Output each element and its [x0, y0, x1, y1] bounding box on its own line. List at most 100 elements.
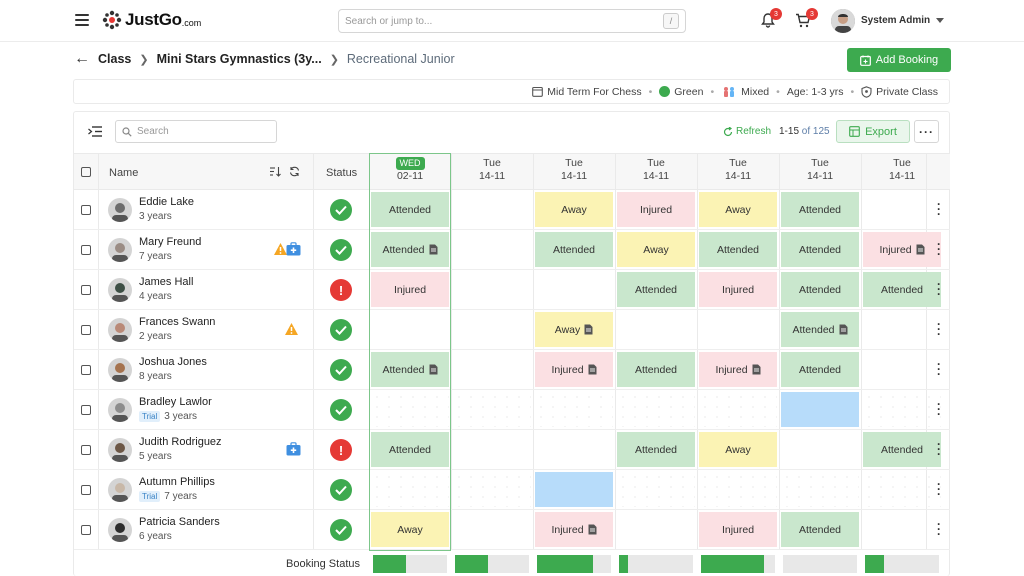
attendance-cell[interactable]: Attended [781, 272, 859, 307]
sync-icon[interactable] [289, 166, 300, 180]
status-alert-icon[interactable]: ! [330, 279, 352, 301]
member-name[interactable]: Patricia Sanders [139, 516, 220, 528]
member-name[interactable]: Judith Rodriguez [139, 436, 222, 448]
row-checkbox[interactable] [81, 405, 91, 415]
attendance-cell[interactable]: Injured [699, 352, 777, 387]
attendance-cell[interactable] [535, 272, 615, 307]
attendance-cell[interactable] [863, 512, 943, 547]
date-column-header[interactable]: Tue 14-11 [616, 157, 696, 183]
attendance-cell[interactable] [453, 512, 533, 547]
row-menu-icon[interactable]: · · · [937, 277, 941, 301]
attendance-cell[interactable] [699, 472, 777, 507]
attendance-cell[interactable] [453, 392, 531, 427]
row-checkbox[interactable] [81, 325, 91, 335]
attendance-cell[interactable]: Attended [371, 432, 449, 467]
attendance-cell[interactable]: Away [371, 512, 449, 547]
row-checkbox[interactable] [81, 285, 91, 295]
attendance-cell[interactable] [781, 392, 859, 427]
menu-icon[interactable] [75, 14, 89, 26]
row-menu-icon[interactable]: · · · [937, 477, 941, 501]
breadcrumb-program[interactable]: Mini Stars Gymnastics (3y... [156, 52, 322, 66]
notifications-button[interactable]: 3 [761, 8, 782, 31]
date-column-header[interactable]: Tue 14-11 [862, 157, 942, 183]
member-avatar[interactable] [108, 358, 132, 382]
date-column-header[interactable]: Tue 14-11 [452, 157, 532, 183]
attendance-cell[interactable]: Attended [781, 512, 859, 547]
member-name[interactable]: Autumn Phillips [139, 476, 215, 488]
attendance-cell[interactable] [699, 312, 779, 347]
warning-icon[interactable] [273, 242, 288, 259]
row-menu-icon[interactable]: · · · [937, 397, 941, 421]
attendance-cell[interactable]: Away [699, 432, 777, 467]
attendance-cell[interactable] [863, 472, 941, 507]
attendance-cell[interactable]: Injured [699, 512, 777, 547]
member-name[interactable]: Joshua Jones [139, 356, 207, 368]
attendance-cell[interactable]: Attended [781, 192, 859, 227]
note-icon[interactable] [839, 324, 848, 335]
attendance-cell[interactable]: Attended [371, 192, 449, 227]
date-column-header[interactable]: Tue 14-11 [780, 157, 860, 183]
breadcrumb-class[interactable]: Class [98, 52, 132, 66]
row-checkbox[interactable] [81, 525, 91, 535]
attendance-cell[interactable]: Injured [699, 272, 777, 307]
status-ok-icon[interactable] [330, 359, 352, 381]
attendance-cell[interactable]: Attended [863, 432, 941, 467]
attendance-cell[interactable] [453, 352, 533, 387]
row-menu-icon[interactable]: · · · [937, 437, 941, 461]
row-checkbox[interactable] [81, 485, 91, 495]
attendance-cell[interactable] [453, 192, 533, 227]
status-ok-icon[interactable] [330, 319, 352, 341]
attendance-cell[interactable] [453, 312, 533, 347]
note-icon[interactable] [916, 244, 925, 255]
attendance-cell[interactable]: Away [535, 192, 613, 227]
row-menu-icon[interactable]: · · · [937, 237, 941, 261]
attendance-cell[interactable]: Injured [371, 272, 449, 307]
row-menu-icon[interactable]: · · · [937, 317, 941, 341]
member-avatar[interactable] [108, 398, 132, 422]
status-ok-icon[interactable] [330, 479, 352, 501]
member-name[interactable]: James Hall [139, 276, 194, 288]
attendance-cell[interactable] [617, 472, 695, 507]
attendance-cell[interactable]: Attended [781, 312, 859, 347]
date-column-header[interactable]: Tue 14-11 [698, 157, 778, 183]
more-options-button[interactable]: ··· [914, 120, 939, 143]
user-menu-caret-icon[interactable] [936, 18, 944, 23]
attendance-cell[interactable] [617, 392, 695, 427]
attendance-cell[interactable] [453, 232, 533, 267]
attendance-cell[interactable] [453, 472, 531, 507]
attendance-cell[interactable]: Attended [617, 352, 695, 387]
member-avatar[interactable] [108, 478, 132, 502]
user-avatar[interactable] [831, 9, 855, 33]
attendance-cell[interactable]: Injured [617, 192, 695, 227]
grid-search-input[interactable]: Search [115, 120, 277, 143]
attendance-cell[interactable] [371, 312, 451, 347]
cart-button[interactable]: 3 [795, 8, 818, 31]
member-avatar[interactable] [108, 318, 132, 342]
medical-kit-icon[interactable] [286, 442, 301, 459]
member-avatar[interactable] [108, 438, 132, 462]
row-menu-icon[interactable]: · · · [937, 197, 941, 221]
member-name[interactable]: Mary Freund [139, 236, 202, 248]
row-checkbox[interactable] [81, 205, 91, 215]
user-name[interactable]: System Admin [861, 15, 931, 26]
attendance-cell[interactable] [699, 392, 777, 427]
attendance-cell[interactable] [863, 312, 943, 347]
attendance-cell[interactable]: Injured [535, 352, 613, 387]
attendance-cell[interactable] [371, 472, 449, 507]
row-checkbox[interactable] [81, 245, 91, 255]
attendance-cell[interactable] [535, 472, 613, 507]
attendance-cell[interactable]: Attended [699, 232, 777, 267]
warning-icon[interactable] [284, 322, 299, 339]
row-checkbox[interactable] [81, 445, 91, 455]
member-avatar[interactable] [108, 278, 132, 302]
attendance-cell[interactable]: Away [535, 312, 613, 347]
attendance-cell[interactable]: Injured [863, 232, 941, 267]
member-name[interactable]: Eddie Lake [139, 196, 195, 208]
logo[interactable]: JustGo .com [102, 10, 201, 30]
member-avatar[interactable] [108, 198, 132, 222]
attendance-cell[interactable]: Attended [781, 232, 859, 267]
date-column-header[interactable]: Tue 14-11 [534, 157, 614, 183]
member-name[interactable]: Frances Swann [139, 316, 216, 328]
member-avatar[interactable] [108, 518, 132, 542]
attendance-cell[interactable] [781, 472, 859, 507]
